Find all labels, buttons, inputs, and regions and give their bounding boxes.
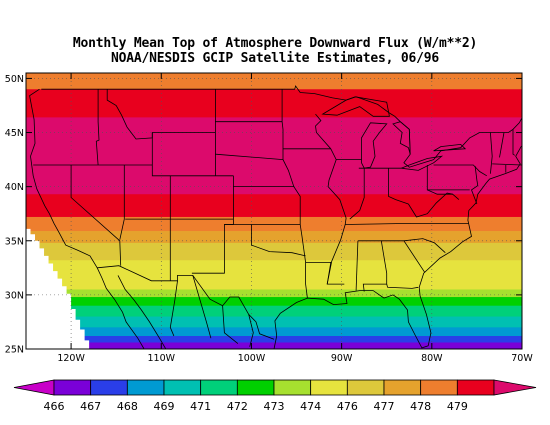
lat-tick-label: 30N — [5, 290, 24, 301]
colorbar-right-arrow — [493, 379, 537, 396]
flux-band-5 — [26, 231, 522, 244]
state-boundary-26 — [357, 240, 388, 292]
colorbar: 466 467 468 469 471 472 473 474 476 477 478 479 — [13, 379, 537, 413]
state-boundary-30 — [408, 192, 453, 218]
colorbar-segment — [346, 379, 385, 396]
flux-band-0 — [26, 73, 522, 90]
state-boundary-10 — [215, 153, 284, 160]
colorbar-label: 477 — [374, 400, 395, 413]
state-boundary-19 — [315, 113, 332, 150]
mexico-boundary-2 — [222, 305, 239, 344]
lon-tick-label: 80W — [421, 353, 443, 364]
lon-tick-label: 90W — [331, 353, 353, 364]
state-boundary-32 — [427, 189, 460, 200]
state-boundary-38 — [499, 132, 505, 158]
lon-tick-label: 100W — [238, 353, 266, 364]
state-boundary-35 — [490, 132, 493, 174]
colorbar-label: 471 — [190, 400, 211, 413]
colorbar-segment — [456, 379, 495, 396]
colorbar-label: 479 — [447, 400, 468, 413]
flux-band-7 — [26, 260, 522, 290]
east-coastline — [273, 145, 522, 349]
us-mexico-border — [97, 265, 275, 340]
map-frame — [25, 72, 523, 350]
state-boundary-7 — [106, 89, 216, 140]
colorbar-segment — [310, 379, 348, 396]
colorbar-segment — [236, 379, 275, 396]
flux-band-2 — [26, 117, 522, 195]
colorbar-label: 478 — [410, 400, 431, 413]
flux-band-3 — [26, 194, 522, 218]
state-boundary-14 — [251, 224, 306, 257]
lat-tick-label: 35N — [5, 236, 24, 247]
state-boundary-18 — [326, 148, 347, 285]
mexico-boundary-1 — [192, 275, 212, 339]
state-boundary-29 — [403, 238, 446, 253]
colorbar-label: 469 — [154, 400, 175, 413]
no-data-region — [26, 228, 90, 349]
mexico-boundary-3 — [248, 314, 254, 347]
colorbar-label: 467 — [80, 400, 101, 413]
flux-band-10 — [26, 305, 522, 318]
colorbar-label: 468 — [117, 400, 138, 413]
lat-tick-label: 50N — [5, 74, 24, 85]
mexico-west-coastline — [117, 275, 167, 349]
state-boundary-25 — [355, 240, 359, 291]
lake-superior — [321, 96, 390, 117]
us-canada-border — [41, 85, 522, 168]
colorbar-segment — [383, 379, 422, 396]
state-boundary-6 — [151, 132, 234, 177]
colorbar-left-arrow — [13, 379, 55, 396]
state-boundary-23 — [388, 168, 409, 205]
state-boundary-0 — [95, 89, 100, 166]
lat-tick-label: 40N — [5, 182, 24, 193]
flux-band-12 — [26, 327, 522, 337]
colorbar-segment — [53, 379, 92, 396]
colorbar-label: 473 — [264, 400, 285, 413]
colorbar-segment — [126, 379, 165, 396]
colorbar-segment — [200, 379, 238, 396]
lake-huron — [392, 121, 411, 155]
lon-tick-label: 120W — [57, 353, 85, 364]
state-boundary-34 — [471, 166, 479, 205]
colorbar-segment — [90, 379, 128, 396]
map-axes: 50N 45N 40N 35N 30N 25N 120W 110W 100W 90W 80W 70W — [5, 73, 533, 364]
colorbar-segment — [273, 379, 312, 396]
flux-band-9 — [26, 297, 522, 307]
colorbar-label: 476 — [337, 400, 358, 413]
flux-band-13 — [26, 336, 522, 344]
no-data-area — [26, 228, 90, 349]
state-boundary-2 — [70, 165, 122, 266]
flux-band-1 — [26, 89, 522, 118]
state-boundary-39 — [512, 129, 516, 156]
colorbar-label: 466 — [44, 400, 65, 413]
flux-band-8 — [26, 289, 522, 298]
lon-tick-label: 70W — [511, 353, 533, 364]
map-boundaries — [29, 85, 522, 349]
chart-title: Monthly Mean Top of Atmosphere Downward … — [72, 36, 478, 51]
mexico-boundary-0 — [169, 280, 178, 337]
west-coastline — [29, 88, 145, 349]
flux-band-14 — [26, 342, 522, 349]
state-boundary-22 — [349, 167, 365, 220]
lon-tick-label: 110W — [148, 353, 176, 364]
lake-michigan — [361, 122, 388, 169]
flux-bands — [26, 73, 522, 349]
colorbar-segment — [163, 379, 202, 396]
colorbar-label: 472 — [227, 400, 248, 413]
flux-band-11 — [26, 316, 522, 328]
lat-tick-label: 45N — [5, 128, 24, 139]
state-boundary-3 — [119, 165, 125, 240]
state-boundary-21 — [345, 223, 469, 225]
state-boundary-36 — [492, 163, 522, 166]
lat-tick-label: 25N — [5, 345, 24, 356]
lake-ontario — [433, 143, 467, 152]
colorbar-label: 474 — [300, 400, 321, 413]
lake-erie — [401, 155, 444, 171]
colorbar-segment — [420, 379, 458, 396]
state-boundary-33 — [433, 164, 488, 177]
state-boundary-27 — [386, 283, 419, 289]
chart-subtitle: NOAA/NESDIS GCIP Satellite Estimates, 06… — [111, 51, 439, 66]
